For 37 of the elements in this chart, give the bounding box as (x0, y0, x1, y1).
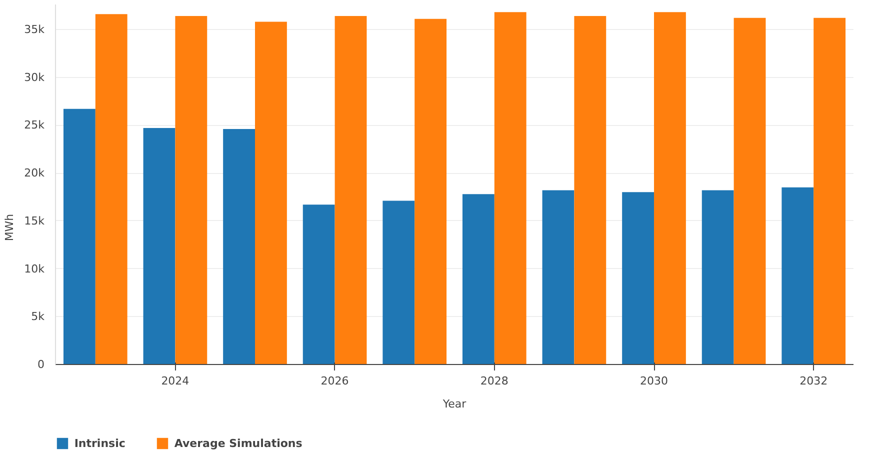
bar (814, 18, 846, 364)
bar (63, 108, 96, 364)
x-tick-label: 2024 (161, 374, 190, 388)
bar (175, 16, 208, 364)
bar (734, 18, 766, 364)
bar (382, 200, 415, 364)
bar (223, 128, 255, 364)
bar (702, 190, 734, 364)
y-axis-title: MWh (3, 214, 16, 242)
bar (462, 194, 494, 364)
y-tick-label: 0 (38, 358, 44, 371)
y-tick-label: 15k (24, 214, 46, 228)
y-tick-label: 20k (24, 166, 46, 180)
x-tick-label: 2026 (320, 374, 349, 388)
y-tick-label: 35k (24, 22, 46, 36)
bar (574, 16, 606, 364)
y-tick-label: 10k (24, 262, 46, 276)
x-tick-label: 2028 (480, 374, 508, 388)
y-tick-label: 5k (31, 310, 46, 324)
x-axis-title: Year (442, 398, 467, 410)
bar (542, 190, 574, 364)
bar (654, 12, 686, 364)
legend-label: Average Simulations (174, 436, 302, 450)
x-tick-label: 2030 (640, 374, 668, 388)
bar (95, 14, 128, 364)
bar (143, 128, 176, 364)
bar (334, 16, 367, 364)
bar (414, 18, 447, 364)
legend-label: Intrinsic (74, 436, 126, 450)
bar (494, 12, 526, 364)
y-tick-label: 25k (24, 118, 46, 132)
y-tick-label: 30k (24, 70, 46, 84)
bar (302, 204, 335, 364)
x-tick-label: 2032 (800, 374, 828, 388)
bar (622, 192, 654, 364)
bar (255, 22, 287, 364)
bar (782, 187, 814, 364)
